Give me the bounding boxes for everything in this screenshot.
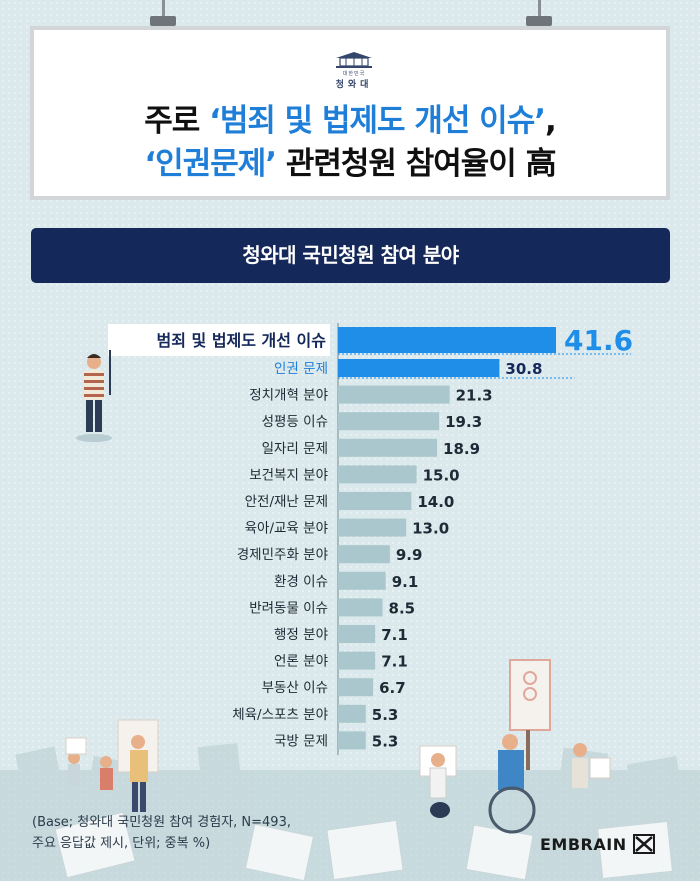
category-label: 보건복지 분야 [249,467,328,483]
embrain-logo-icon [632,834,655,854]
data-label: 41.6 [564,324,633,357]
title-line2-suffix: 관련청원 참여율이 高 [276,146,557,182]
category-label: 일자리 문제 [262,441,328,457]
category-label: 언론 분야 [274,654,328,670]
bar [338,678,374,697]
board-clip-right [526,16,552,26]
bar [338,598,383,617]
category-label: 인권 문제 [274,361,328,377]
data-label: 9.9 [396,546,423,564]
data-label: 5.3 [372,706,399,724]
bar [338,518,407,537]
data-label: 5.3 [372,732,399,750]
category-label: 범죄 및 법제도 개선 이슈 [157,331,327,350]
bar [338,731,366,750]
highlight-label-background [108,324,330,356]
hanging-wire-left [162,0,165,22]
title-board: 대한민국 청와대 주로 ‘범죄 및 법제도 개선 이슈’, ‘인권문제’ 관련청… [30,26,670,200]
data-label: 21.3 [456,387,493,405]
bar [338,465,417,484]
bar [338,571,386,590]
bar [338,651,376,670]
category-label: 경제민주화 분야 [237,547,328,563]
blue-house-emblem: 대한민국 청와대 [324,50,384,96]
footnote-line-2: 주요 응답값 제시, 단위; 중복 %) [32,836,211,851]
bar [338,438,438,457]
page-title: 주로 ‘범죄 및 법제도 개선 이슈’, ‘인권문제’ 관련청원 참여율이 高 [34,100,666,186]
emblem-caption: 대한민국 [342,71,366,77]
bar [338,704,366,723]
hanging-wire-right [538,0,541,22]
category-label: 환경 이슈 [274,574,328,590]
footnote: (Base; 청와대 국민청원 참여 경험자, N=493, 주요 응답값 제시… [32,812,291,854]
category-label: 체육/스포츠 분야 [232,707,328,723]
category-label: 부동산 이슈 [262,680,328,696]
data-label: 18.9 [443,440,480,458]
title-line2-highlight: ‘인권문제’ [144,146,277,182]
embrain-logo: EMBRAIN [540,834,655,854]
title-line-2: ‘인권문제’ 관련청원 참여율이 高 [34,143,666,186]
title-line1-suffix: , [544,103,557,139]
bar [338,625,376,643]
category-label: 육아/교육 분야 [245,521,328,537]
data-label: 6.7 [379,679,406,697]
emblem-name: 청와대 [335,80,373,90]
data-label: 9.1 [392,573,419,591]
logo-text: EMBRAIN [540,834,627,854]
data-label: 30.8 [505,360,542,378]
category-label: 안전/재난 문제 [245,494,328,510]
bar [338,327,556,353]
category-label: 정치개혁 분야 [249,388,328,404]
protest-crowd-illustration [0,659,700,881]
category-label: 국방 문제 [274,733,328,749]
category-label: 행정 분야 [274,627,328,643]
bar [338,492,412,510]
data-label: 7.1 [381,626,408,644]
bar [338,359,500,377]
presenter-illustration [76,350,112,442]
blue-house-icon [336,52,372,68]
bar-chart: 범죄 및 법제도 개선 이슈 41.6 인권 문제 30.8 정치개혁 분야 21.3 성평… [108,323,633,755]
title-line1-prefix: 주로 [144,103,210,139]
board-clip-left [150,16,176,26]
data-label: 15.0 [423,466,460,484]
category-label: 반려동물 이슈 [249,600,328,616]
bar [338,545,390,564]
data-label: 19.3 [445,413,482,431]
category-label: 성평등 이슈 [262,414,328,430]
title-line-1: 주로 ‘범죄 및 법제도 개선 이슈’, [34,100,666,143]
bar [338,385,450,404]
data-label: 7.1 [381,653,408,671]
data-label: 8.5 [389,599,416,617]
data-label: 13.0 [412,520,449,538]
title-line1-highlight: ‘범죄 및 법제도 개선 이슈’ [209,103,546,139]
chart-subtitle: 청와대 국민청원 참여 분야 [31,228,670,283]
footnote-line-1: (Base; 청와대 국민청원 참여 경험자, N=493, [32,815,291,830]
bar [338,412,440,431]
data-label: 14.0 [417,493,454,511]
